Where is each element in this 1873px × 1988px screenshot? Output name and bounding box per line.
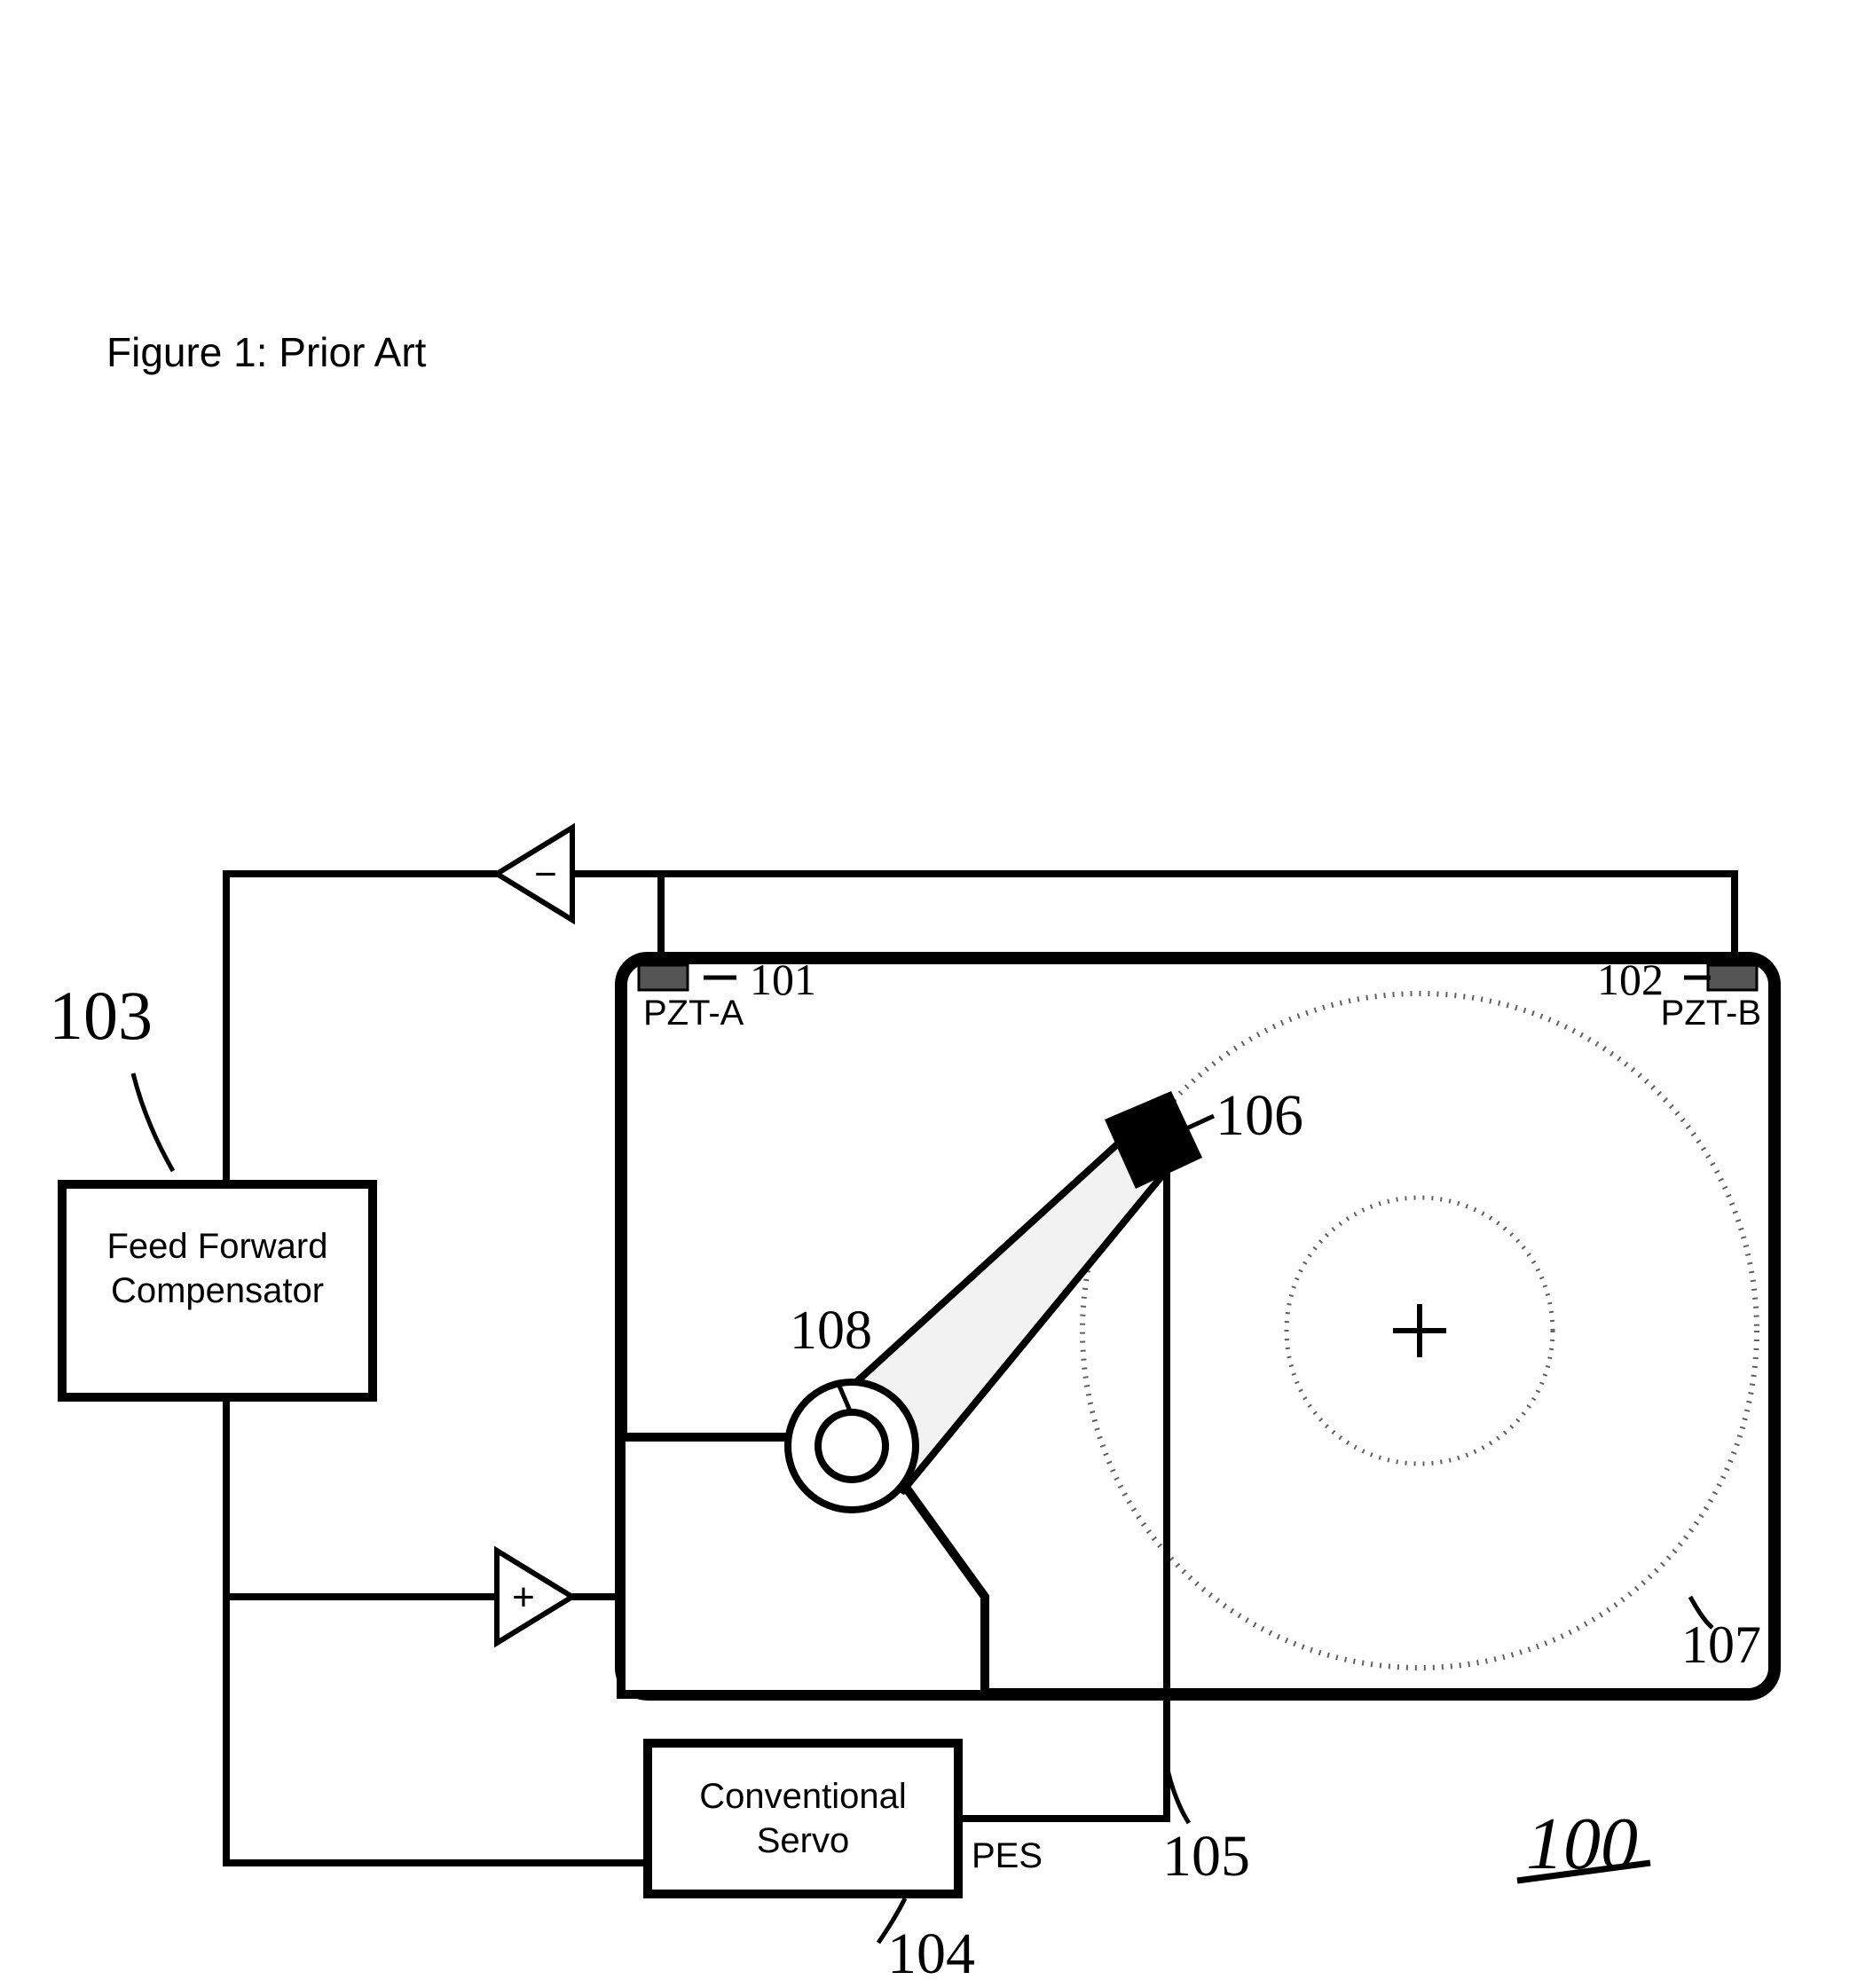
svg-text:+: + [512,1575,535,1619]
wire-servo-to-pos [226,1597,648,1863]
svg-text:−: − [534,853,557,896]
anno-100: 100 [1526,1801,1638,1887]
anno-105: 105 [1162,1823,1250,1890]
servo-label: ConventionalServo [648,1774,958,1863]
anno-102: 102 [1597,954,1664,1005]
pos-amp: + [497,1551,572,1643]
actuator-pivot [788,1382,916,1510]
anno-104: 104 [887,1921,975,1988]
pes-label: PES [972,1836,1043,1875]
wire-ff-to-pos [226,1397,497,1597]
anno-107: 107 [1681,1615,1761,1676]
anno-103: 103 [49,976,153,1056]
pzt-a-sensor [639,965,688,990]
wire-neg-to-ff [226,874,497,1184]
anno-108: 108 [790,1300,872,1363]
anno-106: 106 [1216,1082,1303,1150]
wire-pztB-to-neg [572,874,1735,954]
pzt-b-sensor [1708,965,1757,990]
anno-101: 101 [750,954,816,1005]
feedforward-label: Feed ForwardCompensator [62,1224,373,1313]
diagram-canvas: − + PZT-A [0,0,1873,1958]
pzt-a-label: PZT-A [643,994,744,1033]
pzt-b-label: PZT-B [1661,994,1761,1033]
neg-amp: − [497,828,572,920]
